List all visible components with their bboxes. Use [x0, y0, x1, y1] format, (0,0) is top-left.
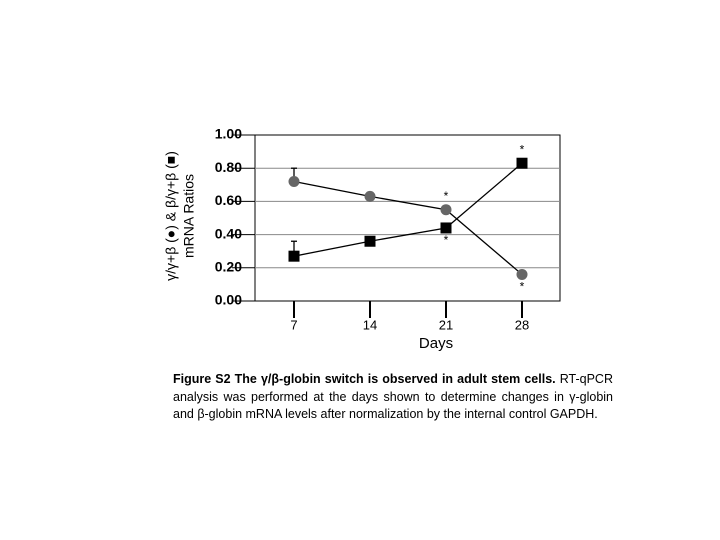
caption: Figure S2 The γ/β-globin switch is obser… — [173, 371, 613, 424]
y-tick-label: 0.80 — [215, 159, 242, 175]
y-tick-label: 0.00 — [215, 292, 242, 308]
data-point — [440, 204, 452, 216]
x-tick-label: 14 — [363, 317, 377, 332]
data-point — [364, 190, 376, 202]
annotation: * — [444, 189, 449, 203]
series-line — [293, 162, 523, 257]
x-tick-label: 21 — [439, 317, 453, 332]
y-axis-label: mRNA Ratios — [181, 174, 197, 258]
annotation: * — [520, 280, 525, 294]
x-axis-label: Days — [419, 335, 453, 352]
y-axis-label: γ/γ+β (●) & β/γ+β (■) — [163, 151, 179, 281]
series-line — [293, 180, 523, 275]
y-tick-label: 0.60 — [215, 192, 242, 208]
data-point — [516, 268, 528, 280]
chart: Days γ/γ+β (●) & β/γ+β (■) mRNA Ratios 0… — [163, 126, 561, 352]
data-point — [516, 157, 528, 169]
caption-title: Figure S2 The γ/β-globin switch is obser… — [173, 372, 556, 386]
data-point — [288, 250, 300, 262]
y-tick-label: 1.00 — [215, 126, 242, 142]
caption-text: RT-qPCR analysis was performed at the da… — [173, 372, 613, 421]
plot-frame — [254, 134, 561, 302]
data-point — [440, 222, 452, 234]
x-tick-label: 28 — [515, 317, 529, 332]
y-tick-label: 0.20 — [215, 259, 242, 275]
data-point — [364, 235, 376, 247]
x-tick-label: 7 — [290, 317, 297, 332]
y-tick-label: 0.40 — [215, 225, 242, 241]
data-point — [288, 175, 300, 187]
annotation: * — [444, 233, 449, 247]
annotation: * — [520, 142, 525, 156]
